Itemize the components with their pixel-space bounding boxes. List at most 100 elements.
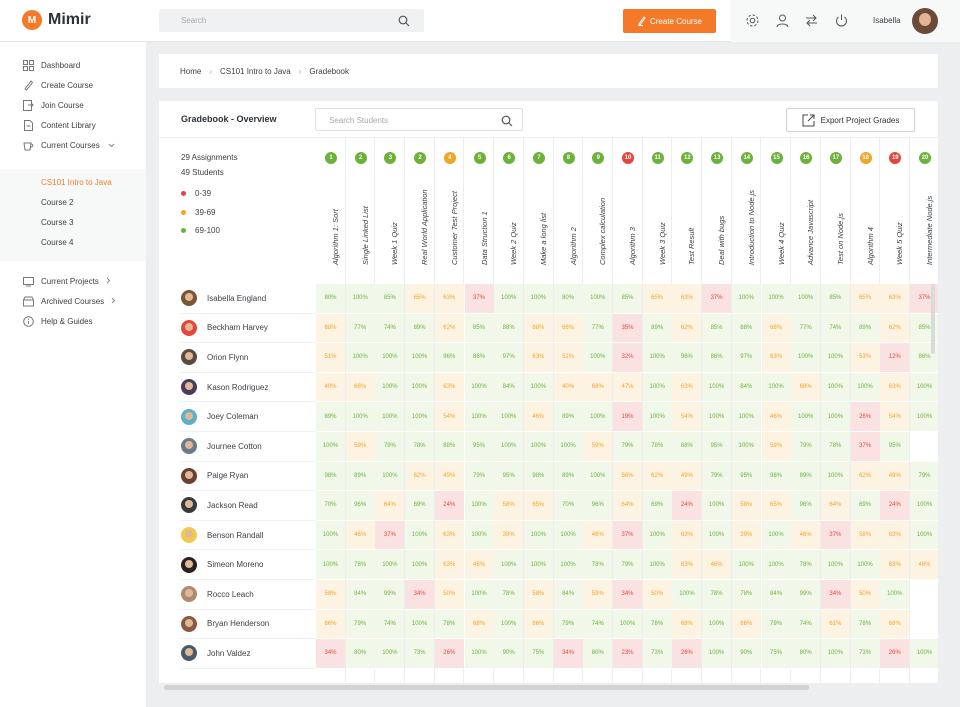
grade-cell[interactable]: 90% (731, 639, 761, 669)
grade-cell[interactable]: 63% (761, 343, 791, 373)
student-name[interactable]: Simeon Moreno (207, 560, 264, 570)
assignment-number-badge[interactable]: 20 (919, 152, 931, 164)
grade-cell[interactable]: 100% (316, 550, 345, 580)
grade-cell[interactable]: 100% (761, 550, 791, 580)
grade-cell[interactable]: 34% (405, 580, 435, 610)
grade-cell[interactable]: 34% (316, 639, 345, 669)
assignment-number-badge[interactable]: 2 (414, 152, 427, 164)
grade-cell[interactable]: 95% (464, 432, 494, 462)
grade-cell[interactable]: 46% (464, 550, 494, 580)
grade-cell[interactable]: 100% (345, 284, 375, 314)
grade-cell[interactable]: 34% (613, 580, 642, 610)
grade-cell[interactable]: 89% (553, 402, 583, 432)
grade-cell[interactable]: 100% (672, 580, 702, 610)
grade-cell[interactable]: 37% (464, 284, 494, 314)
student-row[interactable]: Kason Rodriguez (181, 373, 316, 403)
grade-cell[interactable]: 100% (375, 639, 405, 669)
grade-cell[interactable]: 62% (642, 461, 672, 492)
grade-cell[interactable]: 100% (910, 402, 938, 432)
student-name[interactable]: Benson Randall (207, 530, 264, 540)
grade-cell[interactable]: 85% (375, 284, 405, 314)
grade-cell[interactable]: 54% (434, 402, 464, 432)
grade-cell[interactable]: 79% (791, 432, 821, 462)
assignment-name[interactable]: Week 5 Quiz (895, 222, 905, 265)
sidebar-item-dashboard[interactable]: Dashboard (22, 59, 80, 71)
grade-cell[interactable]: 100% (702, 491, 732, 521)
grade-cell[interactable]: 80% (583, 639, 613, 669)
assignment-number-badge[interactable]: 19 (889, 152, 902, 164)
breadcrumb-home[interactable]: Home (180, 66, 202, 76)
grade-cell[interactable]: 73% (850, 639, 880, 669)
grade-cell[interactable]: 40% (316, 372, 345, 403)
grade-cell[interactable]: 100% (316, 520, 345, 551)
grade-cell[interactable]: 100% (702, 639, 732, 669)
grade-cell[interactable]: 62% (434, 313, 464, 344)
grade-cell[interactable]: 100% (375, 402, 405, 432)
assignment-number-badge[interactable]: 15 (770, 152, 783, 164)
grade-cell[interactable]: 99% (375, 580, 405, 610)
grade-cell[interactable]: 63% (434, 372, 464, 403)
grade-cell[interactable]: 100% (791, 402, 821, 432)
grade-cell[interactable]: 78% (850, 609, 880, 640)
grade-cell[interactable]: 85% (820, 284, 850, 314)
grade-cell[interactable]: 85% (613, 284, 642, 314)
student-name[interactable]: Isabella England (207, 293, 267, 303)
grade-cell[interactable]: 100% (523, 520, 553, 551)
grade-cell[interactable]: 69% (850, 491, 880, 521)
grade-cell[interactable]: 95% (731, 461, 761, 492)
settings-icon[interactable] (745, 13, 760, 33)
grade-cell[interactable]: 77% (345, 313, 375, 344)
grade-cell[interactable]: 73% (405, 639, 435, 669)
sidebar-item-archived-courses[interactable]: Archived Courses (22, 295, 116, 307)
grade-cell[interactable]: 47% (613, 372, 642, 403)
grade-cell[interactable]: 34% (553, 639, 583, 669)
student-row[interactable]: Joey Coleman (181, 402, 316, 432)
assignment-name[interactable]: Deal with bugs (717, 215, 727, 265)
grade-cell[interactable]: 63% (672, 520, 702, 551)
logo[interactable]: M Mimir (22, 10, 91, 30)
grade-cell[interactable]: 100% (761, 284, 791, 314)
grade-cell[interactable]: 24% (434, 491, 464, 521)
grade-cell[interactable]: 54% (880, 402, 910, 432)
grade-cell[interactable]: 100% (523, 284, 553, 314)
grade-cell[interactable]: 100% (820, 461, 850, 492)
grade-cell[interactable]: 100% (642, 550, 672, 580)
grade-cell[interactable]: 97% (731, 343, 761, 373)
assignment-name[interactable]: Week 3 Quiz (657, 222, 667, 265)
grade-cell[interactable]: 84% (553, 580, 583, 610)
assignment-number-badge[interactable]: 4 (443, 152, 456, 164)
grade-cell[interactable]: 62% (405, 461, 435, 492)
vertical-scrollbar[interactable] (931, 284, 935, 354)
assignment-name[interactable]: Algorithm 4 (865, 227, 875, 265)
assignment-number-badge[interactable]: 2 (354, 152, 367, 164)
assignment-name[interactable]: Make a long list (538, 212, 548, 265)
grade-cell[interactable]: 37% (375, 520, 405, 551)
grade-cell[interactable]: 65% (405, 284, 435, 314)
assignment-number-badge[interactable]: 12 (681, 152, 694, 164)
switch-icon[interactable] (804, 13, 819, 33)
grade-cell[interactable]: 79% (613, 432, 642, 462)
grade-cell[interactable]: 89% (850, 313, 880, 344)
global-search-input[interactable]: Search (159, 9, 424, 32)
grade-cell[interactable]: 68% (316, 313, 345, 344)
assignment-name[interactable]: Data Struction 1 (479, 211, 489, 265)
grade-cell[interactable]: 66% (523, 609, 553, 640)
grade-cell[interactable]: 80% (345, 639, 375, 669)
grade-cell[interactable]: 100% (523, 550, 553, 580)
grade-cell[interactable]: 78% (642, 432, 672, 462)
grade-cell[interactable]: 63% (880, 520, 910, 551)
horizontal-scrollbar[interactable] (164, 685, 809, 690)
grade-cell[interactable]: 79% (345, 609, 375, 640)
grade-cell[interactable]: 100% (494, 550, 524, 580)
grade-cell[interactable]: 100% (345, 343, 375, 373)
assignment-name[interactable]: Week 4 Quiz (776, 222, 786, 265)
grade-cell[interactable]: 75% (523, 639, 553, 669)
grade-cell[interactable]: 100% (494, 402, 524, 432)
grade-cell[interactable]: 100% (583, 284, 613, 314)
user-avatar[interactable] (912, 8, 938, 34)
grade-cell[interactable]: 100% (820, 402, 850, 432)
grade-cell[interactable]: 100% (820, 343, 850, 373)
assignment-name[interactable]: Test Result (687, 227, 697, 265)
grade-cell[interactable]: 68% (583, 372, 613, 403)
grade-cell[interactable]: 68% (672, 609, 702, 640)
